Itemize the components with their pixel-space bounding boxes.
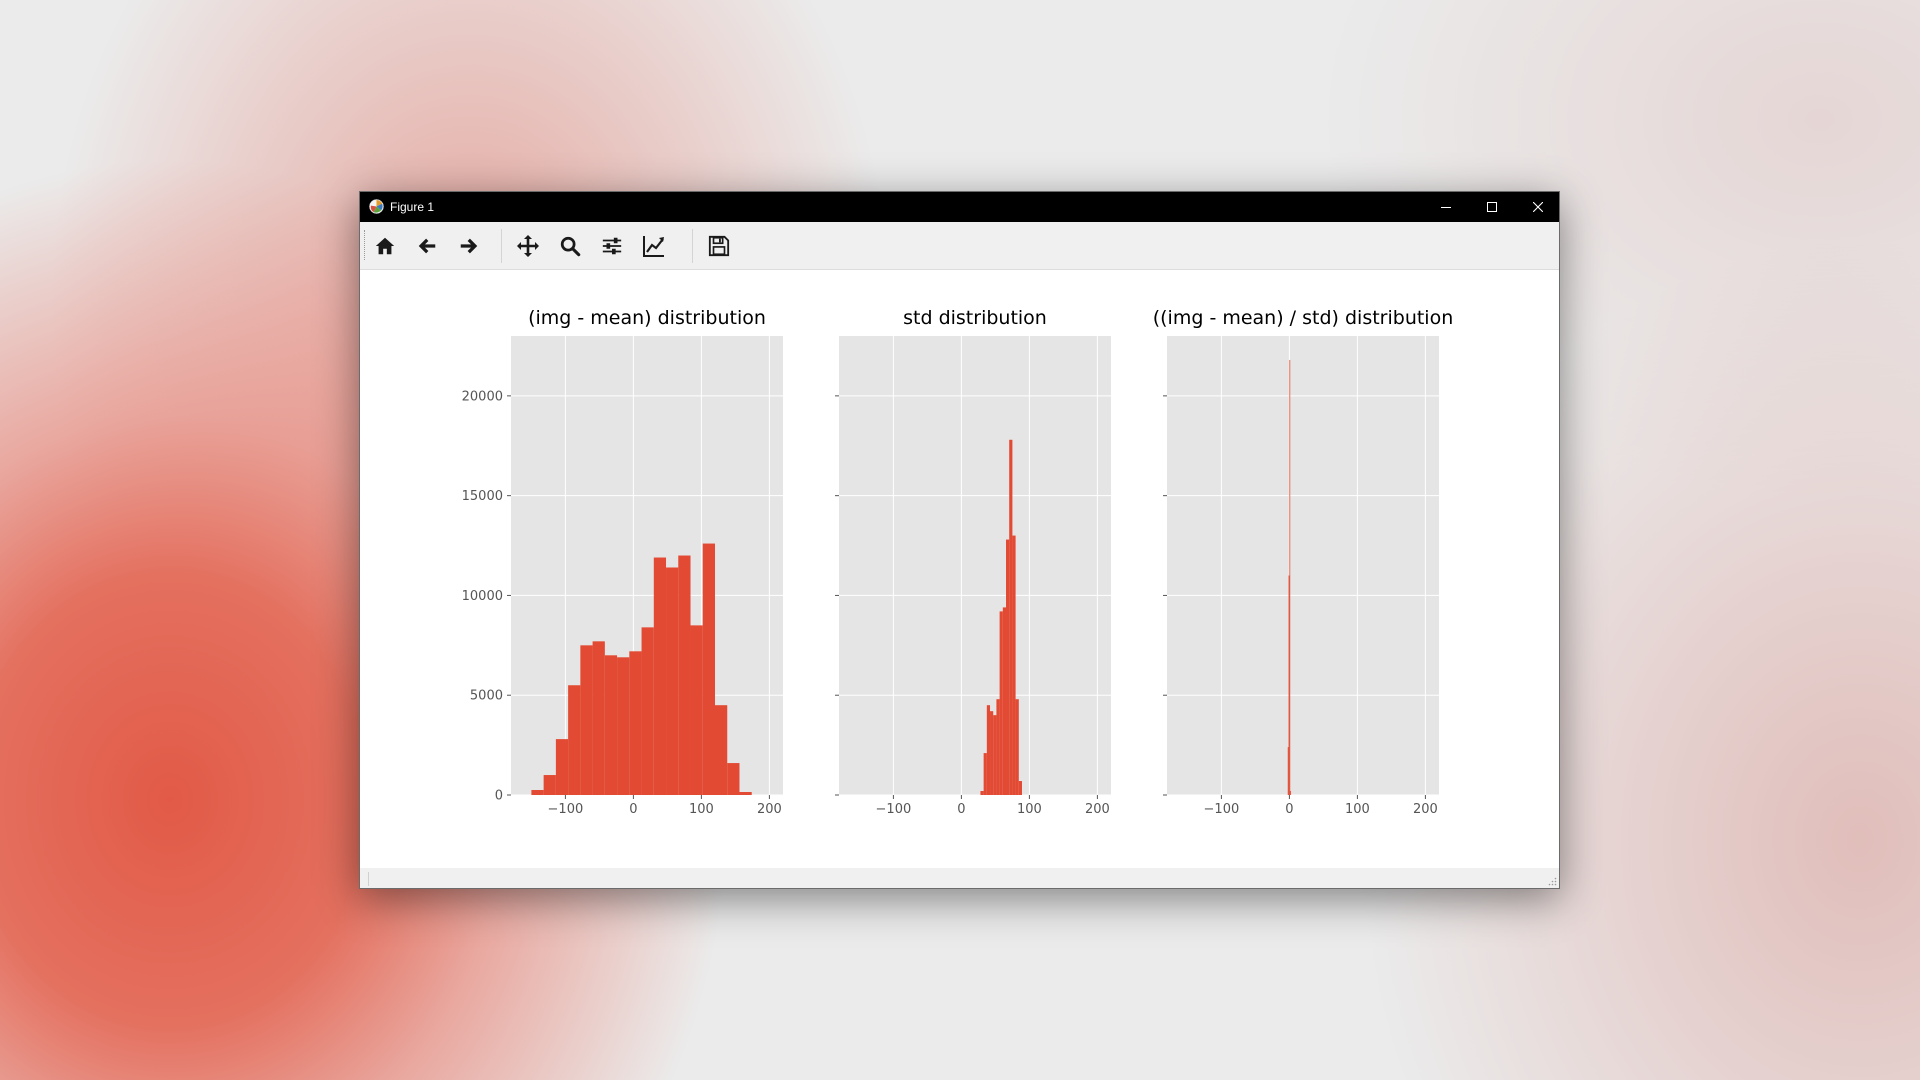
toolbar-separator xyxy=(501,229,502,263)
resize-grip-icon[interactable] xyxy=(1547,876,1557,886)
zoom-icon xyxy=(560,236,581,257)
window-title: Figure 1 xyxy=(390,200,435,214)
toolbar-grip[interactable] xyxy=(364,230,367,260)
subplot-title: (img - mean) distribution xyxy=(528,307,766,329)
histogram-bar xyxy=(986,705,991,795)
histogram-bar xyxy=(1015,699,1019,795)
histogram-bar xyxy=(715,705,728,795)
forward-button[interactable] xyxy=(453,230,485,262)
histogram-bar xyxy=(592,641,605,795)
x-tick-label: 0 xyxy=(1285,802,1293,817)
histogram-bar xyxy=(617,657,630,795)
home-icon xyxy=(375,237,395,255)
histogram-bar xyxy=(604,655,618,795)
x-tick-label: −100 xyxy=(1204,802,1240,817)
status-message xyxy=(368,872,369,886)
save-button[interactable] xyxy=(703,230,735,262)
histogram-bar xyxy=(531,790,544,795)
histogram-bar xyxy=(1006,539,1010,795)
back-button[interactable] xyxy=(411,230,443,262)
axes-background xyxy=(1167,336,1439,795)
edit-axis-icon xyxy=(643,236,664,257)
x-tick-label: 200 xyxy=(1085,802,1110,817)
histogram-bar xyxy=(993,715,997,795)
histogram-bar xyxy=(555,739,569,795)
histogram-bar xyxy=(980,791,984,795)
home-button[interactable] xyxy=(369,230,401,262)
histogram-bar xyxy=(629,651,642,795)
histogram-bar xyxy=(690,625,703,795)
close-icon xyxy=(1533,202,1543,212)
histogram-bar xyxy=(641,627,654,795)
configure-subplots-icon xyxy=(602,237,622,255)
histogram-bar xyxy=(1289,359,1291,795)
histogram-bar xyxy=(653,557,667,795)
subplot-title: ((img - mean) / std) distribution xyxy=(1153,307,1454,329)
pan-button[interactable] xyxy=(512,230,544,262)
figure-window: Figure 1 xyxy=(359,191,1560,889)
toolbar-separator xyxy=(692,229,693,263)
minimize-button[interactable] xyxy=(1423,192,1469,222)
subplot-title: std distribution xyxy=(903,307,1047,329)
back-arrow-icon xyxy=(418,238,436,254)
x-tick-label: 100 xyxy=(689,802,714,817)
histogram-bar xyxy=(739,792,752,795)
navigation-toolbar xyxy=(360,222,1559,270)
x-tick-label: −100 xyxy=(876,802,912,817)
save-icon xyxy=(708,235,730,257)
forward-arrow-icon xyxy=(460,238,478,254)
x-tick-label: 200 xyxy=(1413,802,1438,817)
histogram-bar xyxy=(666,567,679,795)
x-tick-label: 100 xyxy=(1345,802,1370,817)
zoom-button[interactable] xyxy=(554,230,586,262)
status-bar xyxy=(360,868,1559,888)
histogram-bar xyxy=(1018,781,1022,795)
histogram-bar xyxy=(1287,747,1289,795)
histogram-bar xyxy=(990,711,994,795)
minimize-icon xyxy=(1441,207,1451,208)
x-tick-label: 0 xyxy=(957,802,965,817)
edit-axis-button[interactable] xyxy=(638,230,670,262)
histogram-bar xyxy=(727,763,740,795)
histogram-bar xyxy=(1288,575,1290,795)
maximize-icon xyxy=(1487,202,1497,212)
subplot-2: −100 0 100 200 std distribution xyxy=(835,307,1111,817)
figure-canvas[interactable]: −100 0 100 200 0 5000 10000 15000 20000 (img - me… xyxy=(360,270,1559,869)
title-bar[interactable]: Figure 1 xyxy=(360,192,1559,222)
maximize-button[interactable] xyxy=(1469,192,1515,222)
subplot-1: −100 0 100 200 0 5000 10000 15000 20000 (img - me… xyxy=(462,307,783,817)
x-tick-label: 200 xyxy=(757,802,782,817)
histogram-bar xyxy=(983,753,987,795)
y-tick-label: 5000 xyxy=(470,689,503,704)
x-tick-label: −100 xyxy=(548,802,584,817)
matplotlib-logo-icon xyxy=(369,199,384,214)
histogram-bar xyxy=(702,543,715,795)
x-tick-label: 0 xyxy=(629,802,637,817)
axes-background xyxy=(839,336,1111,795)
y-tick-label: 20000 xyxy=(462,389,503,404)
close-button[interactable] xyxy=(1515,192,1561,222)
y-tick-label: 0 xyxy=(495,789,503,804)
histogram-bar xyxy=(1012,535,1016,795)
histogram-bar xyxy=(568,685,581,795)
histogram-bar xyxy=(999,611,1003,795)
histogram-bar xyxy=(543,775,556,795)
histogram-bar xyxy=(580,645,593,795)
histogram-bar xyxy=(1002,607,1007,795)
pan-icon xyxy=(517,235,539,257)
subplot-3: −100 0 100 200 ((img - mean) / std) distribu… xyxy=(1153,307,1454,817)
histogram-bar xyxy=(1290,791,1292,795)
configure-subplots-button[interactable] xyxy=(596,230,628,262)
y-tick-label: 15000 xyxy=(462,489,503,504)
y-tick-label: 10000 xyxy=(462,589,503,604)
x-tick-label: 100 xyxy=(1017,802,1042,817)
histogram-bar xyxy=(1009,439,1013,795)
histogram-bar xyxy=(678,555,691,795)
histogram-bar xyxy=(996,699,1000,795)
